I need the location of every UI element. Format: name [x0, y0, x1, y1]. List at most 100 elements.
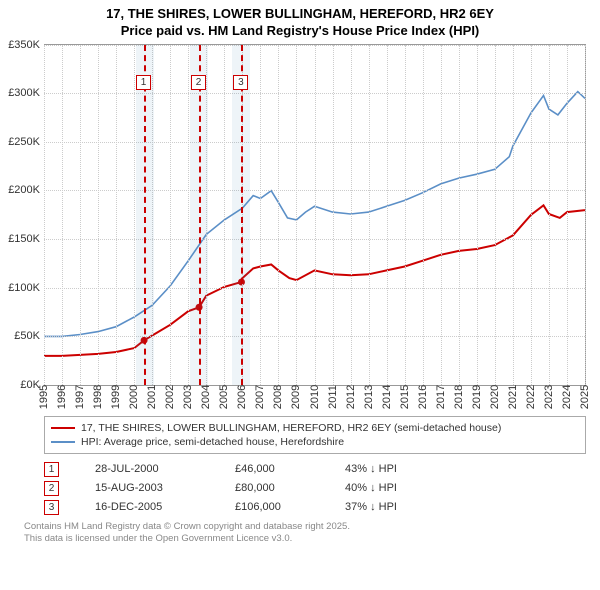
- x-gridline: [333, 45, 334, 385]
- y-tick-label: £300K: [0, 87, 40, 99]
- price-row: 128-JUL-2000£46,00043% ↓ HPI: [44, 460, 586, 479]
- legend-label-hpi: HPI: Average price, semi-detached house,…: [81, 436, 344, 448]
- x-gridline: [441, 45, 442, 385]
- x-tick-label: 2000: [128, 385, 140, 409]
- legend-swatch-property: [51, 427, 75, 429]
- y-tick-label: £350K: [0, 39, 40, 51]
- x-tick-label: 2016: [417, 385, 429, 409]
- footer-line-2: This data is licensed under the Open Gov…: [24, 533, 586, 545]
- x-tick-label: 2024: [561, 385, 573, 409]
- x-tick-label: 2012: [345, 385, 357, 409]
- y-tick-label: £150K: [0, 233, 40, 245]
- x-tick-label: 2007: [254, 385, 266, 409]
- x-gridline: [62, 45, 63, 385]
- price-row-date: 16-DEC-2005: [95, 501, 235, 513]
- x-tick-label: 2015: [399, 385, 411, 409]
- marker-line: [144, 45, 146, 385]
- x-gridline: [477, 45, 478, 385]
- price-row-price: £46,000: [235, 463, 345, 475]
- x-gridline: [549, 45, 550, 385]
- x-gridline: [405, 45, 406, 385]
- x-tick-label: 2008: [272, 385, 284, 409]
- chart-container: 17, THE SHIRES, LOWER BULLINGHAM, HEREFO…: [0, 0, 600, 590]
- footer-line-1: Contains HM Land Registry data © Crown c…: [24, 521, 586, 533]
- x-tick-label: 1999: [110, 385, 122, 409]
- x-gridline: [531, 45, 532, 385]
- x-gridline: [585, 45, 586, 385]
- x-tick-label: 2010: [309, 385, 321, 409]
- marker-box: 1: [136, 75, 151, 90]
- legend-label-property: 17, THE SHIRES, LOWER BULLINGHAM, HEREFO…: [81, 422, 501, 434]
- price-row-marker: 2: [44, 481, 59, 496]
- x-gridline: [116, 45, 117, 385]
- x-tick-label: 2025: [579, 385, 591, 409]
- x-tick-label: 2013: [363, 385, 375, 409]
- x-tick-label: 2001: [146, 385, 158, 409]
- x-tick-label: 2014: [381, 385, 393, 409]
- price-row-marker: 3: [44, 500, 59, 515]
- price-row-date: 28-JUL-2000: [95, 463, 235, 475]
- x-gridline: [296, 45, 297, 385]
- price-row: 2 15-AUG-2003£80,00040% ↓ HPI: [44, 479, 586, 498]
- x-tick-label: 2002: [164, 385, 176, 409]
- x-gridline: [315, 45, 316, 385]
- price-row-date: 15-AUG-2003: [95, 482, 235, 494]
- x-gridline: [495, 45, 496, 385]
- x-tick-label: 2021: [507, 385, 519, 409]
- plot-region: £0K£50K£100K£150K£200K£250K£300K£350K199…: [44, 44, 586, 386]
- x-tick-label: 1998: [92, 385, 104, 409]
- x-tick-label: 2017: [435, 385, 447, 409]
- x-gridline: [44, 45, 45, 385]
- x-gridline: [513, 45, 514, 385]
- x-gridline: [369, 45, 370, 385]
- x-tick-label: 1996: [56, 385, 68, 409]
- legend: 17, THE SHIRES, LOWER BULLINGHAM, HEREFO…: [44, 416, 586, 454]
- x-gridline: [98, 45, 99, 385]
- x-tick-label: 2019: [471, 385, 483, 409]
- marker-line: [199, 45, 201, 385]
- marker-line: [241, 45, 243, 385]
- x-gridline: [387, 45, 388, 385]
- title-block: 17, THE SHIRES, LOWER BULLINGHAM, HEREFO…: [0, 0, 600, 44]
- title-line-1: 17, THE SHIRES, LOWER BULLINGHAM, HEREFO…: [10, 6, 590, 23]
- price-table: 128-JUL-2000£46,00043% ↓ HPI 2 15-AUG-2003…: [44, 460, 586, 517]
- x-tick-label: 2023: [543, 385, 555, 409]
- x-gridline: [459, 45, 460, 385]
- x-gridline: [351, 45, 352, 385]
- price-row-price: £106,000: [235, 501, 345, 513]
- y-tick-label: £100K: [0, 282, 40, 294]
- x-tick-label: 1995: [38, 385, 50, 409]
- price-row-price: £80,000: [235, 482, 345, 494]
- price-row-pct: 43% ↓ HPI: [345, 463, 445, 475]
- x-tick-label: 2022: [525, 385, 537, 409]
- price-row-pct: 40% ↓ HPI: [345, 482, 445, 494]
- legend-row-hpi: HPI: Average price, semi-detached house,…: [51, 435, 579, 449]
- legend-row-property: 17, THE SHIRES, LOWER BULLINGHAM, HEREFO…: [51, 421, 579, 435]
- x-gridline: [170, 45, 171, 385]
- x-tick-label: 2006: [236, 385, 248, 409]
- x-tick-label: 2004: [200, 385, 212, 409]
- x-gridline: [260, 45, 261, 385]
- x-gridline: [423, 45, 424, 385]
- x-tick-label: 1997: [74, 385, 86, 409]
- chart-area: £0K£50K£100K£150K£200K£250K£300K£350K199…: [44, 44, 586, 406]
- y-tick-label: £250K: [0, 136, 40, 148]
- y-tick-label: £200K: [0, 184, 40, 196]
- footer: Contains HM Land Registry data © Crown c…: [24, 521, 586, 546]
- legend-swatch-hpi: [51, 441, 75, 443]
- x-tick-label: 2005: [218, 385, 230, 409]
- x-gridline: [224, 45, 225, 385]
- x-tick-label: 2020: [489, 385, 501, 409]
- y-tick-label: £0K: [0, 379, 40, 391]
- x-tick-label: 2018: [453, 385, 465, 409]
- price-row: 3 16-DEC-2005£106,00037% ↓ HPI: [44, 498, 586, 517]
- marker-box: 2: [191, 75, 206, 90]
- x-gridline: [567, 45, 568, 385]
- x-tick-label: 2011: [327, 385, 339, 409]
- price-row-pct: 37% ↓ HPI: [345, 501, 445, 513]
- x-gridline: [80, 45, 81, 385]
- x-gridline: [278, 45, 279, 385]
- title-line-2: Price paid vs. HM Land Registry's House …: [10, 23, 590, 40]
- marker-box: 3: [233, 75, 248, 90]
- y-tick-label: £50K: [0, 330, 40, 342]
